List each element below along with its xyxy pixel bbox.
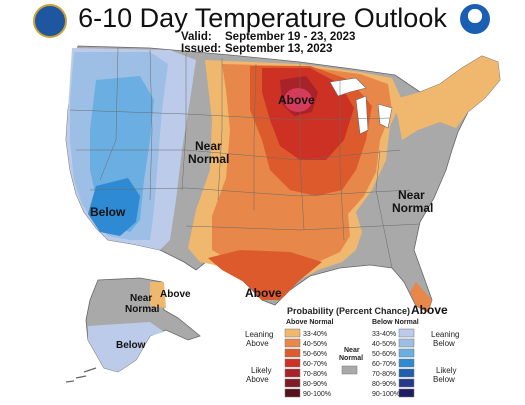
label-alaska-near-2: Normal: [125, 304, 160, 315]
alaska-aleutians: [65, 367, 97, 383]
label-above-midwest: Above: [278, 93, 315, 107]
valid-label: Valid:: [181, 31, 212, 43]
valid-dates: September 19 - 23, 2023: [225, 31, 356, 43]
label-near-east-2: Normal: [392, 201, 433, 215]
legend-below-swatch-5: [398, 378, 415, 388]
label-alaska-below: Below: [116, 340, 146, 351]
legend-leaning-above-2: Above: [246, 339, 269, 348]
legend-below-label-6: 90-100%: [372, 391, 400, 398]
alaska-above-region: [150, 282, 166, 308]
legend-below-label-3: 60-70%: [372, 361, 396, 368]
label-alaska-near-1: Near: [130, 293, 152, 304]
legend-above-label-3: 60-70%: [303, 361, 327, 368]
legend-below-header: Below Normal: [372, 319, 419, 326]
legend-below-bins: 33-40% 40-50% 50-60% 60-70% 70-80% 80-90% 90-1…: [372, 328, 415, 398]
noaa-logo-icon: [460, 4, 490, 34]
commerce-seal-icon: [33, 4, 67, 38]
legend-above-label-4: 70-80%: [303, 371, 327, 378]
label-above-texas: Above: [245, 286, 282, 300]
legend-above-label-5: 80-90%: [303, 381, 327, 388]
legend-above-swatch-5: [284, 378, 301, 388]
legend-above-swatch-6: [284, 388, 301, 398]
legend-near-header-1: Near: [344, 347, 360, 354]
label-near-east-1: Near: [398, 188, 425, 202]
legend-above-swatch-2: [284, 348, 301, 358]
legend-near-swatch: [341, 365, 358, 375]
legend-above-label-2: 50-60%: [303, 351, 327, 358]
legend-above-swatch-0: [284, 328, 301, 338]
state-boundaries: [69, 47, 421, 269]
legend-below-swatch-1: [398, 338, 415, 348]
legend-below-label-2: 50-60%: [372, 351, 396, 358]
label-near-plains-2: Normal: [188, 152, 229, 166]
legend-likely-above-1: Likely: [251, 366, 271, 375]
legend-above-label-1: 40-50%: [303, 341, 327, 348]
legend-below-swatch-6: [398, 388, 415, 398]
legend-below-label-4: 70-80%: [372, 371, 396, 378]
legend-below-swatch-2: [398, 348, 415, 358]
legend-above-header: Above Normal: [286, 319, 334, 326]
legend-above-label-6: 90-100%: [303, 391, 331, 398]
below-60-region: [88, 178, 140, 236]
above-80-core: [284, 88, 312, 112]
page-title: 6-10 Day Temperature Outlook: [78, 3, 447, 33]
valid-row: Valid: September 19 - 23, 2023: [181, 31, 355, 43]
issued-date: September 13, 2023: [225, 43, 333, 55]
legend-title: Probability (Percent Chance): [287, 306, 410, 316]
label-alaska-above: Above: [160, 289, 191, 300]
label-above-florida: Above: [411, 303, 448, 317]
above-50-texas: [208, 250, 322, 300]
legend-above-label-0: 33-40%: [303, 331, 327, 338]
legend-likely-below-1: Likely: [436, 366, 456, 375]
legend-below-swatch-4: [398, 368, 415, 378]
legend-below-swatch-3: [398, 358, 415, 368]
legend-below-label-1: 40-50%: [372, 341, 396, 348]
legend-leaning-below-1: Leaning: [431, 330, 459, 339]
label-below-west: Below: [90, 205, 126, 219]
issued-label: Issued:: [181, 43, 222, 55]
legend-below-swatch-0: [398, 328, 415, 338]
issued-row: Issued: September 13, 2023: [181, 43, 332, 55]
legend-above-bins: 33-40% 40-50% 50-60% 60-70% 70-80% 80-90% 90-1…: [284, 328, 331, 398]
legend-above-swatch-3: [284, 358, 301, 368]
legend-likely-above-2: Above: [246, 375, 269, 384]
legend-above-swatch-4: [284, 368, 301, 378]
legend-likely-below-2: Below: [433, 375, 455, 384]
above-east-band: [392, 56, 500, 140]
great-lakes: [329, 77, 393, 135]
legend-above-swatch-1: [284, 338, 301, 348]
alaska-below-region: [88, 322, 164, 372]
legend-below-label-0: 33-40%: [372, 331, 396, 338]
label-near-plains-1: Near: [195, 139, 222, 153]
legend-near-header-2: Normal: [339, 355, 363, 362]
legend-leaning-below-2: Below: [433, 339, 455, 348]
above-florida-tip: [410, 282, 432, 312]
legend-leaning-above-1: Leaning: [245, 330, 273, 339]
legend-below-label-5: 80-90%: [372, 381, 396, 388]
